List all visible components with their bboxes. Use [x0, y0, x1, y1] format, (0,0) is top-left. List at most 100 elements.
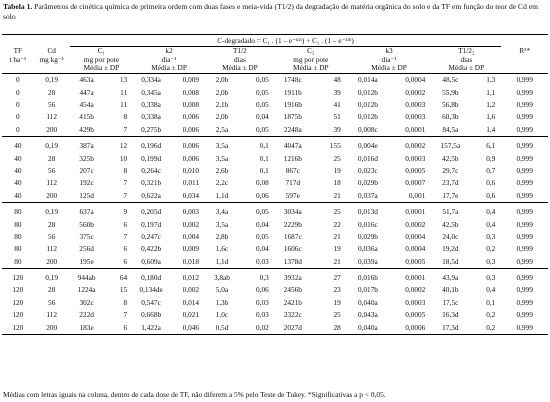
- table-cell: 0,018: [169, 255, 206, 270]
- table-cell: 0,05: [256, 207, 269, 217]
- table-cell: 637a: [79, 207, 94, 217]
- table-cell: 64: [119, 273, 128, 283]
- table-cell: 13: [119, 75, 128, 85]
- table-cell: 0,023c: [358, 165, 378, 175]
- header-t2-unit: dias: [460, 55, 473, 64]
- table-cell: 25: [333, 207, 341, 217]
- table-cell: 6,1: [486, 141, 496, 151]
- table-cell: 1,3b: [215, 297, 229, 307]
- table-cell: 0,19: [45, 75, 59, 85]
- table-cell: 0,003: [182, 207, 200, 217]
- table-cell: 9: [123, 207, 128, 217]
- table-cell: 0,205d: [141, 207, 162, 217]
- table-cell: 0,002: [182, 285, 200, 295]
- table-cell: 2,0b: [215, 75, 229, 85]
- table-cell: 0,609a: [133, 255, 170, 270]
- table-cell: 48,5c: [442, 75, 459, 85]
- table-cell: 447a: [79, 87, 94, 97]
- table-cell: 1748c: [283, 75, 302, 85]
- table-cell: 7: [123, 231, 128, 241]
- table-cell: 0: [2, 123, 34, 138]
- table-cell: 0,0003: [405, 297, 426, 307]
- header-spacer: [501, 33, 548, 47]
- header-t1-stat: Média ± DP: [205, 63, 275, 75]
- header-k2-unit: dia⁻¹: [161, 55, 177, 64]
- table-cell: 0,4: [486, 207, 496, 217]
- table-cell: 0,0001: [405, 207, 426, 217]
- table-cell: 944ab: [77, 273, 96, 283]
- table-cell: 120: [12, 273, 24, 283]
- table-cell: 1,6c: [215, 244, 229, 254]
- table-row: 0 0,19 463a 13 0,334a 0,009 2,0b 0,05 1748c 48 0,0…: [2, 74, 548, 87]
- table-cell: 0,0007: [405, 178, 426, 188]
- table-cell: 17,7e: [431, 189, 470, 204]
- table-cell: 0,046: [169, 321, 206, 335]
- header-t2-stat: Média ± DP: [431, 63, 502, 75]
- header-cd-unit: mg kg⁻¹: [39, 55, 64, 64]
- table-cell: 0,016b: [357, 273, 378, 283]
- table-cell: 0,08: [256, 178, 269, 188]
- table-cell: 8: [123, 165, 128, 175]
- table-cell: 1,4: [469, 123, 502, 138]
- table-cell: 3034a: [283, 207, 302, 217]
- header-t1-unit: dias: [234, 55, 246, 64]
- table-cell: 0,999: [516, 178, 533, 188]
- table-cell: 200: [33, 255, 70, 270]
- table-cell: 207c: [79, 165, 94, 175]
- table-cell: 0,338a: [141, 100, 161, 110]
- table-cell: 51: [333, 112, 341, 122]
- table-cell: 0,05: [256, 231, 269, 241]
- header-k3: k3: [385, 46, 393, 56]
- table-cell: 0,622a: [133, 189, 170, 204]
- table-row: 0 28 447a 11 0,345a 0,008 2,0b 0,05 1911b 39 0,012…: [2, 87, 548, 99]
- table-cell: 0,012b: [357, 112, 378, 122]
- table-cell: 1224a: [77, 285, 96, 295]
- table-cell: 56,8b: [442, 100, 459, 110]
- table-cell: 1,0c: [215, 310, 229, 320]
- header-spacer: [33, 33, 70, 47]
- table-cell: 80: [2, 255, 34, 270]
- table-cell: 2248a: [274, 123, 311, 138]
- table-row: 80 0,19 637a 9 0,205d 0,003 3,4a 0,05 3034a 25 0,0…: [2, 203, 548, 219]
- table-cell: 39: [333, 87, 341, 97]
- header-spacer: [501, 63, 548, 75]
- table-cell: 0,012: [182, 273, 200, 283]
- table-cell: 120: [2, 321, 34, 335]
- table-cell: 19,2d: [442, 244, 459, 254]
- header-k2-stat: Média ± DP: [133, 63, 206, 75]
- table-cell: 0,3: [486, 231, 496, 241]
- table-cell: 18,5d: [431, 255, 470, 270]
- header-c2-stat: Média ± DP: [274, 63, 347, 75]
- table-cell: 10: [119, 153, 128, 163]
- table-row: 80 28 560b 6 0,197d 0,002 3,5a 0,04 2229b 22 0,016…: [2, 218, 548, 230]
- table-cell: 21: [310, 255, 347, 270]
- table-row: 120 28 1224a 15 0,134de 0,002 5,0a 0,06 2456b 23 0…: [2, 284, 548, 296]
- table-cell: 0,043a: [358, 310, 378, 320]
- table-cell: 3,8ab: [213, 273, 230, 283]
- table-cell: 112: [46, 178, 58, 188]
- table-cell: 0,19: [45, 141, 59, 151]
- table-cell: 155: [329, 141, 341, 151]
- table-cell: 0,999: [516, 112, 533, 122]
- table-cell: 0,247c: [141, 231, 161, 241]
- table-cell: 0,999: [516, 285, 533, 295]
- header-tf-unit: t ha⁻¹: [9, 55, 27, 64]
- table-cell: 0,9: [486, 153, 496, 163]
- table-cell: 40: [14, 153, 22, 163]
- table-cell: 0: [16, 112, 20, 122]
- table-cell: 28: [48, 285, 56, 295]
- table-cell: 0,016d: [357, 153, 378, 163]
- table-cell: 0,999: [501, 255, 548, 270]
- table-cell: 0,0002: [405, 87, 426, 97]
- table-cell: 1687c: [283, 231, 302, 241]
- table-cell: 302c: [79, 297, 94, 307]
- table-cell: 0,3: [486, 273, 496, 283]
- table-cell: 3932a: [283, 273, 302, 283]
- table-cell: 0,012b: [357, 100, 378, 110]
- table-cell: 0,7: [486, 165, 496, 175]
- table-cell: 0,422b: [141, 244, 162, 254]
- table-cell: 157,5a: [440, 141, 461, 151]
- table-row: 40 112 192c 7 0,321b 0,011 2,2c 0,08 717d 18 0,029…: [2, 177, 548, 189]
- table-cell: 112: [46, 244, 58, 254]
